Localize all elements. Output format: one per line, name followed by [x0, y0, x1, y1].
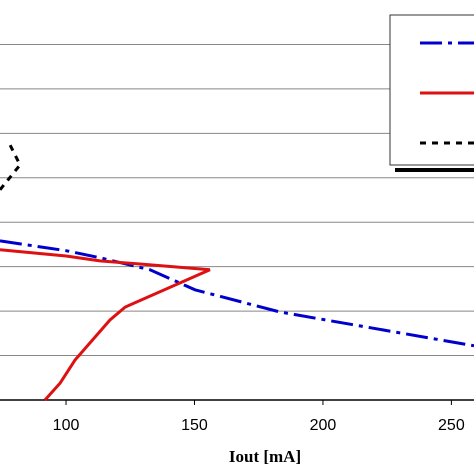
x-axis-title: Iout [mA] — [229, 447, 301, 466]
x-tick-label: 100 — [53, 417, 80, 434]
series-line — [0, 239, 474, 348]
series-line — [0, 248, 211, 402]
legend-box — [389, 14, 474, 166]
series-line — [0, 144, 22, 191]
x-tick-label: 200 — [310, 417, 337, 434]
x-tick-label: 150 — [181, 417, 208, 434]
x-tick-label: 250 — [438, 417, 465, 434]
